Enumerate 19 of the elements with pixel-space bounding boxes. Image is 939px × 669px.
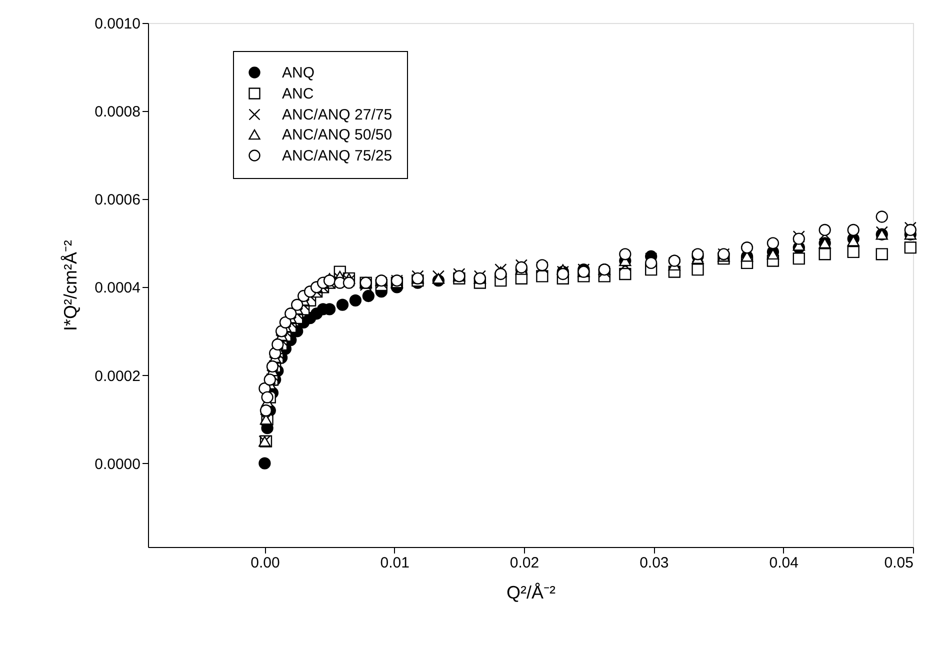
x-axis-title: Q²/Å⁻² (506, 582, 556, 602)
legend-label: ANQ (282, 64, 315, 82)
y-axis-title: I*Q²/cm²Å⁻² (60, 240, 81, 331)
y-tick-label: 0.0004 (94, 280, 140, 297)
x-tick-label: 0.00 (250, 554, 280, 572)
y-tick-label: 0.0000 (94, 456, 140, 473)
legend-label: ANC/ANQ 50/50 (282, 126, 392, 144)
legend-label: ANC/ANQ 75/25 (282, 148, 392, 164)
y-tick-label: 0.0008 (94, 104, 140, 121)
x-tick-label: 0.01 (380, 554, 410, 572)
legend-label: ANC/ANQ 27/75 (282, 106, 392, 124)
y-tick-label: 0.0006 (94, 192, 140, 209)
x-tick-label: 0.03 (640, 554, 669, 572)
y-tick-label: 0.0002 (94, 368, 140, 385)
x-tick-label: 0.02 (510, 554, 540, 572)
legend-label: ANC (282, 86, 314, 102)
y-tick-label: 0.0010 (94, 16, 140, 32)
x-tick-label: 0.05 (884, 554, 914, 572)
x-tick-label: 0.04 (769, 554, 798, 572)
